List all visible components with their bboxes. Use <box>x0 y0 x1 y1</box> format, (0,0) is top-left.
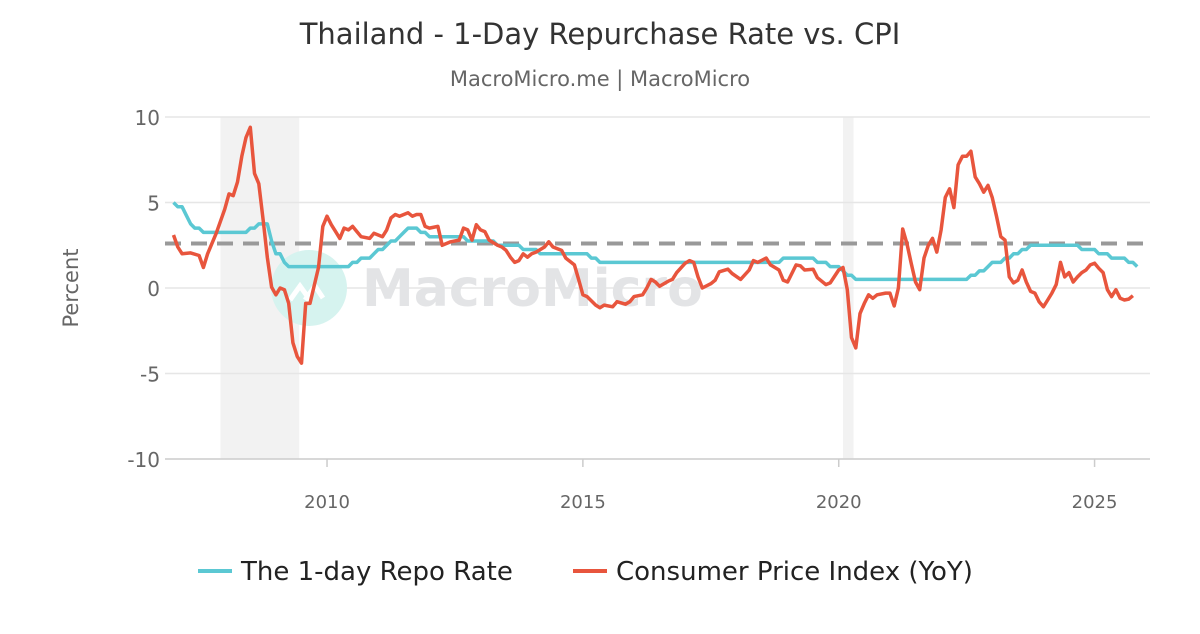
legend-label-repo-rate: The 1-day Repo Rate <box>240 557 513 587</box>
y-axis-label: Percent <box>59 248 83 327</box>
series-group <box>171 125 1139 365</box>
x-tick-label: 2025 <box>1072 492 1118 513</box>
chart-title: Thailand - 1-Day Repurchase Rate vs. CPI <box>299 17 901 51</box>
series-line-cpi <box>171 125 1135 365</box>
x-tick-label: 2010 <box>304 492 350 513</box>
x-axis: 2010 2015 2020 2025 <box>304 459 1117 513</box>
y-tick-label: 5 <box>147 192 160 216</box>
y-tick-label: 0 <box>147 277 160 301</box>
y-tick-label: 10 <box>135 106 160 130</box>
watermark: MacroMicro <box>271 250 703 326</box>
chart-subtitle: MacroMicro.me | MacroMicro <box>450 67 750 92</box>
x-tick-label: 2015 <box>560 492 606 513</box>
watermark-text: MacroMicro <box>362 259 703 319</box>
legend-label-cpi: Consumer Price Index (YoY) <box>616 557 973 587</box>
legend-item-repo-rate[interactable]: The 1-day Repo Rate <box>198 557 513 587</box>
y-tick-label: -10 <box>127 448 160 472</box>
legend-item-cpi[interactable]: Consumer Price Index (YoY) <box>573 557 973 587</box>
x-tick-label: 2020 <box>816 492 862 513</box>
legend: The 1-day Repo Rate Consumer Price Index… <box>198 557 973 587</box>
y-tick-label: -5 <box>140 363 160 387</box>
y-axis: 10 5 0 -5 -10 <box>127 106 160 472</box>
series-line-repo-rate <box>172 201 1139 282</box>
